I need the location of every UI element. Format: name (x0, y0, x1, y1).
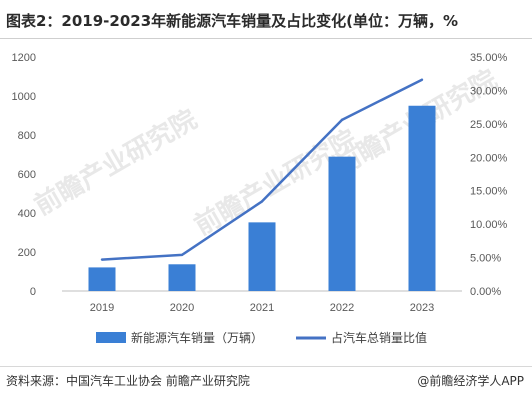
legend-bar-swatch (96, 332, 126, 343)
right-y-tick-label: 5.00% (470, 253, 501, 265)
left-y-tick-label: 1200 (12, 52, 36, 64)
left-y-tick-label: 1000 (12, 91, 36, 103)
combo-chart: 前瞻产业研究院前瞻产业研究院前瞻产业研究院 020040060080010001… (12, 52, 508, 345)
x-tick-label: 2023 (410, 302, 434, 314)
left-y-tick-label: 0 (30, 286, 36, 298)
x-tick-label: 2020 (170, 302, 194, 314)
legend-bar-label: 新能源汽车销量（万辆） (131, 330, 263, 345)
line-point (180, 253, 184, 257)
legend: 新能源汽车销量（万辆） 占汽车总销量比值 (96, 330, 427, 345)
x-tick-label: 2022 (330, 302, 354, 314)
source-note: 资料来源：中国汽车工业协会 前瞻产业研究院 (6, 374, 250, 388)
chart-title: 图表2：2019-2023年新能源汽车销量及占比变化(单位：万辆，% (6, 12, 459, 30)
right-y-tick-label: 25.00% (470, 119, 508, 131)
line-series (100, 78, 424, 261)
right-y-tick-label: 0.00% (470, 286, 501, 298)
footer-divider (0, 366, 532, 367)
bar (88, 267, 116, 291)
left-y-tick-label: 200 (18, 247, 36, 259)
x-tick-label: 2021 (250, 302, 274, 314)
line-point (420, 78, 424, 81)
bar (328, 156, 356, 291)
right-y-tick-label: 20.00% (470, 152, 508, 164)
bar (408, 105, 436, 291)
left-y-tick-label: 400 (18, 208, 36, 220)
line-point (340, 118, 344, 122)
bar-series (88, 105, 436, 291)
right-y-tick-label: 35.00% (470, 52, 508, 64)
left-y-tick-label: 600 (18, 169, 36, 181)
line-point (100, 258, 104, 261)
legend-line-label: 占汽车总销量比值 (331, 330, 427, 345)
axes: 0 200 400 600 800 1000 1200 0.00% 5.00% 10.00% 15.… (12, 52, 508, 314)
x-tick-label: 2019 (90, 302, 114, 314)
watermark-text: 前瞻产业研究院 (29, 104, 202, 222)
left-y-tick-label: 800 (18, 130, 36, 142)
right-y-tick-label: 15.00% (470, 186, 508, 198)
right-y-tick-label: 30.00% (470, 85, 508, 97)
bar (248, 222, 276, 291)
right-y-tick-label: 10.00% (470, 219, 508, 231)
brand-credit: @前瞻经济学人APP (417, 374, 524, 388)
bar (168, 264, 196, 291)
title-divider (0, 38, 532, 39)
line-point (260, 200, 264, 203)
